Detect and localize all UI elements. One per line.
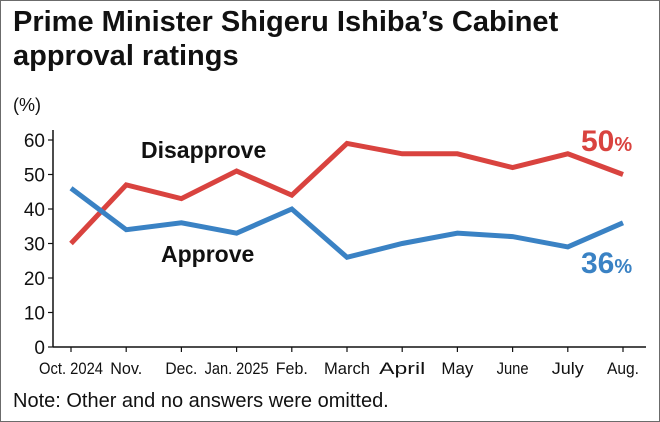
y-tick-label: 60 bbox=[24, 131, 45, 152]
x-tick-label: May bbox=[441, 359, 473, 378]
x-tick-label: March bbox=[324, 359, 370, 378]
y-tick-label: 10 bbox=[24, 304, 45, 325]
y-tick-label: 0 bbox=[34, 338, 45, 359]
series-labels: Disapprove Approve 50% 36% bbox=[141, 125, 632, 280]
approve-end-value-label: 36% bbox=[581, 247, 632, 280]
x-tick-label: Oct. 2024 bbox=[39, 359, 103, 378]
axes: (%) 0 10 20 30 40 50 60 Oct. 2024 Nov. Dec. Jan. 20… bbox=[13, 95, 646, 378]
disapprove-line bbox=[69, 140, 624, 246]
approve-line bbox=[69, 186, 625, 261]
y-tick-label: 20 bbox=[24, 269, 45, 290]
x-tick-label: Dec. bbox=[165, 359, 197, 378]
x-tick-label: Feb. bbox=[276, 359, 308, 378]
y-tick-label: 50 bbox=[24, 166, 45, 187]
y-tick-label: 40 bbox=[24, 200, 45, 221]
y-tick-label: 30 bbox=[24, 235, 45, 256]
x-tick-label: Nov. bbox=[110, 359, 142, 378]
series-lines bbox=[69, 140, 625, 261]
x-tick-label: June bbox=[497, 359, 529, 378]
approve-series-label: Approve bbox=[161, 241, 254, 267]
disapprove-series-label: Disapprove bbox=[141, 137, 266, 163]
y-axis-unit-label: (%) bbox=[13, 95, 41, 115]
chart-title: Prime Minister Shigeru Ishiba’s Cabinet … bbox=[13, 5, 653, 73]
x-tick-label: Aug. bbox=[607, 359, 639, 378]
title-line-2: approval ratings bbox=[13, 40, 239, 72]
footnote: Note: Other and no answers were omitted. bbox=[13, 390, 389, 412]
x-tick-label: July bbox=[552, 359, 585, 378]
title-line-1: Prime Minister Shigeru Ishiba’s Cabinet bbox=[13, 6, 559, 38]
x-tick-label: Jan. 2025 bbox=[205, 359, 269, 378]
x-tick-label: April bbox=[379, 359, 425, 378]
disapprove-end-value-label: 50% bbox=[581, 125, 632, 158]
